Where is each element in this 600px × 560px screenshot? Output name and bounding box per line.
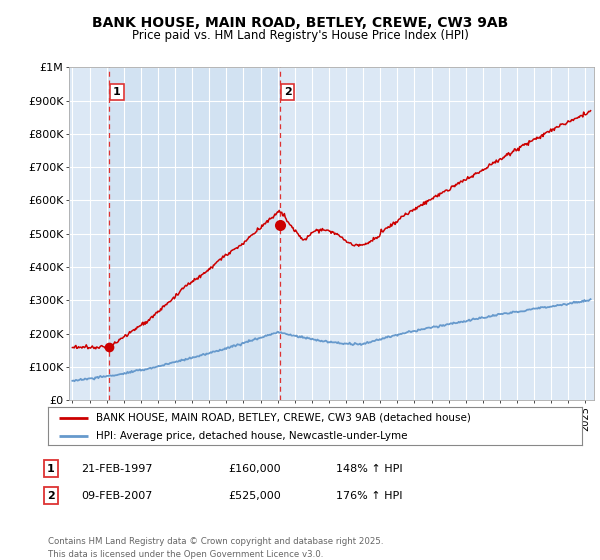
Text: HPI: Average price, detached house, Newcastle-under-Lyme: HPI: Average price, detached house, Newc… bbox=[96, 431, 407, 441]
Text: 2: 2 bbox=[284, 87, 292, 97]
Text: BANK HOUSE, MAIN ROAD, BETLEY, CREWE, CW3 9AB (detached house): BANK HOUSE, MAIN ROAD, BETLEY, CREWE, CW… bbox=[96, 413, 471, 423]
Text: 2: 2 bbox=[47, 491, 55, 501]
Text: 1: 1 bbox=[113, 87, 121, 97]
Text: 09-FEB-2007: 09-FEB-2007 bbox=[81, 491, 152, 501]
Text: £160,000: £160,000 bbox=[228, 464, 281, 474]
Bar bbox=[109, 67, 280, 400]
Text: 1: 1 bbox=[47, 464, 55, 474]
Text: BANK HOUSE, MAIN ROAD, BETLEY, CREWE, CW3 9AB: BANK HOUSE, MAIN ROAD, BETLEY, CREWE, CW… bbox=[92, 16, 508, 30]
Text: 176% ↑ HPI: 176% ↑ HPI bbox=[336, 491, 403, 501]
Text: 21-FEB-1997: 21-FEB-1997 bbox=[81, 464, 152, 474]
Text: £525,000: £525,000 bbox=[228, 491, 281, 501]
Text: Price paid vs. HM Land Registry's House Price Index (HPI): Price paid vs. HM Land Registry's House … bbox=[131, 29, 469, 42]
Text: Contains HM Land Registry data © Crown copyright and database right 2025.
This d: Contains HM Land Registry data © Crown c… bbox=[48, 538, 383, 559]
Text: 148% ↑ HPI: 148% ↑ HPI bbox=[336, 464, 403, 474]
